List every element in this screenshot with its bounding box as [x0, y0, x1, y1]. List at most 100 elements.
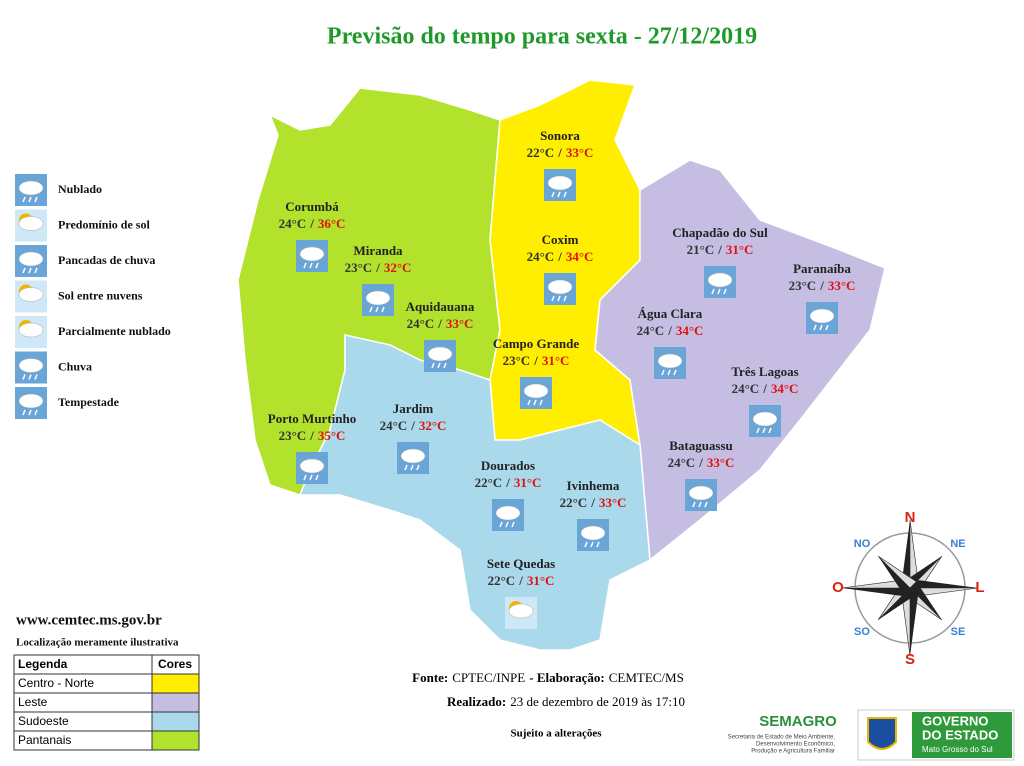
compass-point	[910, 588, 919, 656]
temp-max: 33°C	[446, 316, 474, 331]
icon-rain	[437, 362, 441, 369]
icon-rain	[819, 324, 823, 331]
temp-min: 23°C	[503, 353, 531, 368]
compass-label: NE	[950, 538, 965, 550]
region-name: Pantanais	[18, 733, 71, 747]
icon-rain	[551, 295, 555, 302]
city-name: Campo Grande	[493, 336, 580, 351]
city-name: Chapadão do Sul	[672, 225, 768, 240]
city-name: Paranaíba	[793, 261, 851, 276]
icon-rain	[563, 191, 567, 198]
source: Fonte: CPTEC/INPE - Elaboração: CEMTEC/MS	[412, 670, 684, 685]
city-temps: 24°C/ 36°C	[279, 216, 346, 231]
icon-rain	[315, 474, 319, 481]
icon-cloud	[18, 287, 44, 302]
icon-rain	[22, 374, 26, 380]
weather-icon	[520, 377, 552, 409]
icon-rain	[557, 191, 561, 198]
icon-rain	[28, 196, 32, 203]
temp-separator: /	[819, 278, 824, 293]
icon-rain	[22, 196, 26, 203]
icon-rain	[661, 369, 665, 376]
icon-rain	[557, 295, 561, 302]
temp-min: 22°C	[488, 573, 516, 588]
temp-max: 34°C	[676, 323, 704, 338]
icon-rain	[34, 196, 38, 203]
temp-separator: /	[533, 353, 538, 368]
temp-min: 24°C	[668, 455, 696, 470]
temp-min: 23°C	[345, 260, 373, 275]
icon-rain	[717, 288, 721, 295]
region-name: Centro - Norte	[18, 676, 94, 690]
city-name: Bataguassu	[669, 438, 733, 453]
icon-cloud	[18, 322, 44, 338]
temp-min: 24°C	[380, 418, 408, 433]
temp-min: 24°C	[279, 216, 307, 231]
temp-separator: /	[557, 249, 562, 264]
weather-icon	[654, 347, 686, 379]
weather-icon	[424, 340, 456, 372]
governo-text: DO ESTADO	[922, 727, 998, 742]
city-temps: 22°C/ 31°C	[475, 475, 542, 490]
city-temps: 24°C/ 32°C	[380, 418, 447, 433]
icon-rain	[443, 362, 447, 369]
temp-min: 22°C	[560, 495, 588, 510]
city-temps: 23°C/ 33°C	[789, 278, 856, 293]
temp-separator: /	[667, 323, 672, 338]
icon-cloud	[688, 485, 714, 501]
temp-separator: /	[698, 455, 703, 470]
compass-point	[901, 520, 910, 588]
state-emblem	[867, 717, 897, 750]
governo-green	[912, 712, 1012, 758]
icon-cloud	[495, 505, 521, 521]
temp-max: 35°C	[318, 428, 346, 443]
icon-legend-label: Chuva	[58, 359, 92, 373]
city-name: Água Clara	[638, 306, 703, 321]
icon-cloud	[18, 393, 44, 409]
weather-icon	[362, 284, 394, 316]
icon-rain	[34, 409, 38, 416]
table-header: Cores	[158, 657, 192, 671]
icon-rain	[723, 288, 727, 295]
temp-max: 32°C	[384, 260, 412, 275]
icon-rain	[499, 521, 503, 528]
temp-min: 23°C	[789, 278, 817, 293]
icon-cloud	[580, 525, 606, 541]
icon-rain	[22, 409, 26, 416]
compass-label: SO	[854, 626, 870, 638]
city-temps: 23°C/ 31°C	[503, 353, 570, 368]
governo-text: GOVERNO	[922, 713, 988, 728]
weather-icon	[685, 479, 717, 511]
icon-cloud	[18, 358, 44, 373]
icon-rain	[315, 262, 319, 269]
city-temps: 24°C/ 33°C	[668, 455, 735, 470]
icon-rain	[34, 267, 38, 274]
icon-legend-label: Sol entre nuvens	[58, 288, 143, 302]
made-on: Realizado: 23 de dezembro de 2019 às 17:1…	[447, 694, 685, 709]
source-part: CPTEC/INPE	[452, 670, 525, 685]
icon-cloud	[427, 346, 453, 362]
icon-legend-label: Nublado	[58, 182, 102, 196]
temp-min: 24°C	[527, 249, 555, 264]
icon-rain	[22, 267, 26, 274]
compass-label: N	[905, 509, 916, 526]
temp-max: 31°C	[527, 573, 555, 588]
compass-point	[910, 579, 978, 588]
city-name: Coxim	[542, 232, 579, 247]
icon-rain	[539, 399, 543, 406]
weather-icon	[15, 245, 47, 277]
icon-rain	[309, 474, 313, 481]
temp-max: 34°C	[566, 249, 594, 264]
weather-icon	[749, 405, 781, 437]
city-temps: 21°C/ 31°C	[687, 242, 754, 257]
temp-separator: /	[518, 573, 523, 588]
color-swatch	[151, 673, 200, 694]
weather-icon	[544, 169, 576, 201]
temp-min: 22°C	[527, 145, 555, 160]
city-name: Sonora	[540, 128, 580, 143]
icon-rain	[34, 374, 38, 380]
icon-rain	[667, 369, 671, 376]
icon-rain	[369, 306, 373, 313]
icon-rain	[563, 295, 567, 302]
